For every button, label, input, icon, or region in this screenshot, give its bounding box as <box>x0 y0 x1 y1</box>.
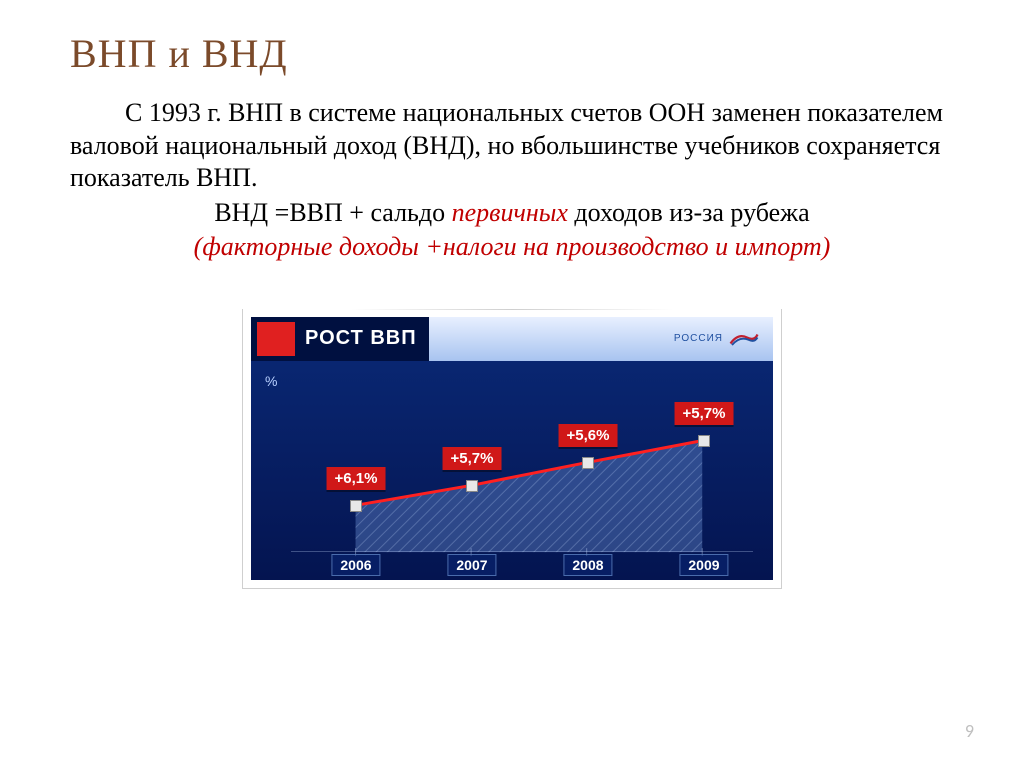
formula-line-2: (факторные доходы +налоги на производств… <box>70 231 954 264</box>
chart-plot-area: % +6,1%2006+5,7%2007+5,6%2008+5,7%2009 <box>251 361 773 580</box>
year-label: 2006 <box>331 554 380 576</box>
year-label: 2008 <box>563 554 612 576</box>
year-label: 2007 <box>447 554 496 576</box>
channel-logo-icon <box>729 330 759 348</box>
percentage-badge: +6,1% <box>326 467 385 490</box>
chart-header: РОСТ ВВП РОССИЯ <box>251 317 773 361</box>
chart-header-left: РОСТ ВВП <box>251 317 429 361</box>
data-point-marker <box>350 500 362 512</box>
gdp-growth-chart: РОСТ ВВП РОССИЯ % +6,1%2006+5,7%2007+5,6… <box>251 317 773 580</box>
body-paragraph: С 1993 г. ВНП в системе национальных сче… <box>70 97 954 195</box>
body-p1: С 1993 г. ВНП в системе национальных сче… <box>70 98 943 192</box>
data-point-marker <box>466 480 478 492</box>
chart-border-fade <box>243 309 781 310</box>
slide: ВНП и ВНД С 1993 г. ВНП в системе национ… <box>0 0 1024 767</box>
chart-header-right: РОССИЯ <box>429 317 773 361</box>
page-number: 9 <box>965 720 974 742</box>
data-point-marker <box>582 457 594 469</box>
formula-line-2-text: (факторные доходы +налоги на производств… <box>194 232 831 261</box>
formula-prefix: ВНД =ВВП + сальдо <box>214 198 451 227</box>
chart-header-square-icon <box>257 322 295 356</box>
formula-line-1: ВНД =ВВП + сальдо первичных доходов из-з… <box>70 197 954 230</box>
formula-suffix: доходов из-за рубежа <box>568 198 810 227</box>
x-axis-line <box>291 551 753 552</box>
formula-highlight: первичных <box>452 198 568 227</box>
percentage-badge: +5,7% <box>674 402 733 425</box>
chart-header-title: РОСТ ВВП <box>305 327 417 350</box>
slide-title: ВНП и ВНД <box>70 30 954 77</box>
data-point-marker <box>698 435 710 447</box>
year-label: 2009 <box>679 554 728 576</box>
chart-container: РОСТ ВВП РОССИЯ % +6,1%2006+5,7%2007+5,6… <box>242 309 782 589</box>
percentage-badge: +5,6% <box>558 424 617 447</box>
channel-logo-text: РОССИЯ <box>674 333 723 344</box>
percentage-badge: +5,7% <box>442 447 501 470</box>
